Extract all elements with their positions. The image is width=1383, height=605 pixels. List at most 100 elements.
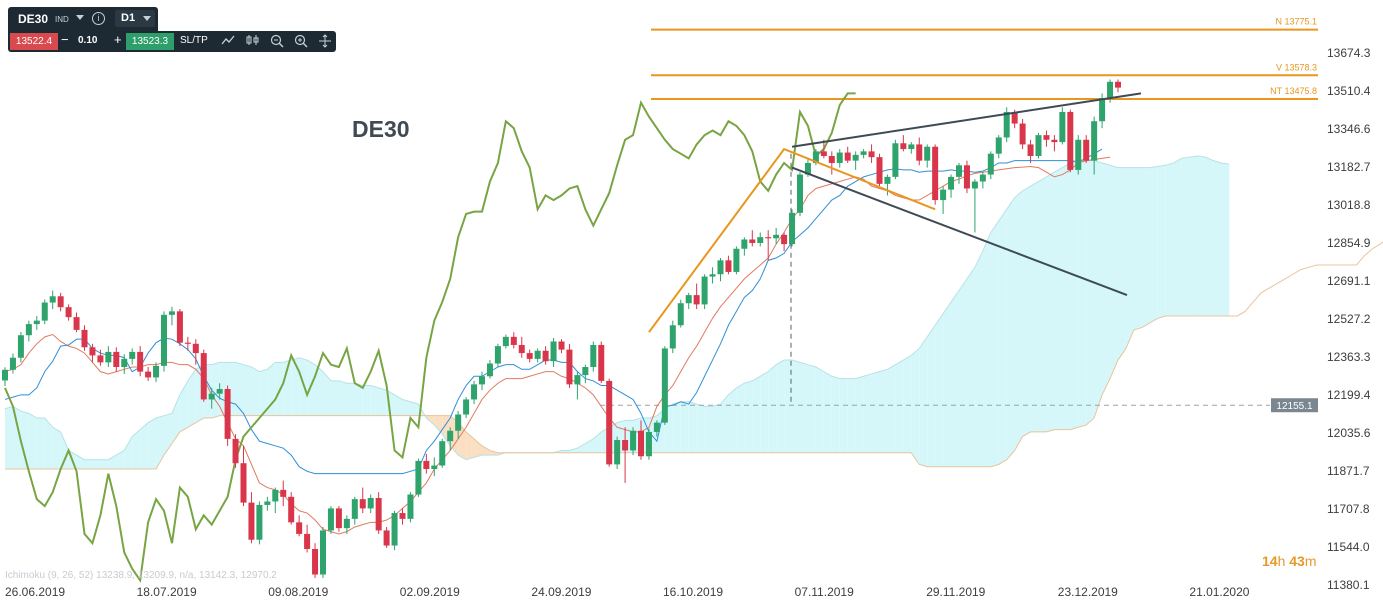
candle-body: [852, 154, 859, 161]
candle-body: [423, 460, 430, 470]
lower-trendline: [791, 166, 1128, 297]
kumo-segment: [823, 371, 832, 453]
kumo-segment: [1038, 176, 1047, 432]
candle-body: [685, 295, 692, 304]
kumo-segment: [1189, 156, 1198, 316]
kumo-segment: [744, 380, 753, 453]
kumo-segment: [847, 378, 856, 453]
indicator-legend: Ichimoku (9, 26, 52) 13238.9, 13209.9, n…: [5, 570, 277, 581]
kumo-segment: [12, 406, 21, 470]
upper-trendline: [791, 92, 1142, 148]
timeframe-value: D1: [121, 12, 136, 24]
kumo-segment: [434, 415, 443, 435]
kumo-segment: [1181, 157, 1190, 316]
zoom-in-icon[interactable]: [294, 34, 308, 51]
candle-body: [614, 440, 621, 465]
kumo-segment: [935, 313, 944, 467]
timeframe-select[interactable]: D1: [115, 10, 155, 27]
reference-price-label: 12155.1: [1276, 401, 1313, 412]
sell-button[interactable]: 13522.4: [10, 33, 58, 50]
candle-body: [129, 351, 136, 359]
wave-pattern-line: [648, 147, 936, 333]
kumo-segment: [1078, 160, 1087, 428]
kumo-segment: [44, 417, 53, 470]
x-tick-label: 23.12.2019: [1058, 585, 1118, 599]
kumo-segment: [966, 267, 975, 467]
candle-body: [455, 414, 462, 431]
crosshair-icon[interactable]: [318, 34, 332, 51]
kumo-segment: [903, 355, 912, 453]
candle-body: [1043, 135, 1050, 140]
kumo-segment: [863, 373, 872, 453]
candle-body: [240, 463, 247, 503]
candle-body: [375, 497, 382, 531]
kumo-segment: [784, 360, 793, 453]
candle-body: [2, 369, 8, 381]
candle-body: [574, 375, 581, 385]
y-tick-label: 12854.9: [1327, 236, 1371, 250]
kumo-segment: [410, 401, 419, 416]
candle-body: [383, 530, 390, 546]
price-level-label: V 13578.3: [1276, 62, 1317, 72]
kumo-segment: [959, 278, 967, 467]
symbol-name[interactable]: DE30: [18, 12, 49, 26]
kumo-segment: [895, 360, 904, 453]
candle-body: [224, 389, 231, 439]
zoom-out-icon[interactable]: [270, 34, 284, 51]
y-tick-label: 12035.6: [1327, 426, 1371, 440]
x-tick-label: 24.09.2019: [531, 585, 591, 599]
info-icon[interactable]: i: [92, 12, 105, 25]
senkou-span-b-line: [5, 241, 1383, 470]
kumo-segment: [855, 376, 864, 453]
candle-body: [288, 496, 295, 523]
volume-input[interactable]: 0.10: [78, 35, 98, 46]
candle-body: [892, 143, 899, 177]
candle-body: [65, 307, 72, 318]
y-tick-label: 11871.7: [1327, 464, 1370, 478]
symbol-dropdown-icon[interactable]: [76, 15, 84, 20]
candles-icon[interactable]: [246, 34, 260, 49]
countdown-hours: 14: [1262, 553, 1278, 569]
kumo-segment: [1149, 166, 1158, 323]
volume-decrease-button[interactable]: −: [61, 32, 69, 47]
candle-body: [256, 504, 263, 540]
buy-button[interactable]: 13523.3: [126, 33, 174, 50]
kumo-segment: [299, 357, 308, 416]
candle-body: [924, 146, 931, 161]
candle-body: [272, 489, 279, 502]
candle-body: [200, 353, 207, 400]
symbol-bar: DE30 IND i D1: [8, 7, 158, 31]
sl-tp-button[interactable]: SL/TP: [180, 35, 208, 46]
kumo-segment: [919, 336, 928, 467]
kumo-segment: [179, 380, 188, 432]
chart-title: DE30: [352, 116, 410, 142]
volume-increase-button[interactable]: +: [114, 32, 122, 47]
y-tick-label: 11707.8: [1327, 502, 1370, 516]
candle-body: [963, 165, 970, 189]
kumo-segment: [911, 348, 920, 465]
x-tick-label: 09.08.2019: [268, 585, 328, 599]
kumo-segment: [672, 401, 681, 453]
candle-body: [89, 347, 96, 356]
candle-body: [781, 234, 788, 245]
timeframe-dropdown-icon: [143, 16, 151, 21]
kumo-segment: [235, 362, 244, 416]
kumo-segment: [5, 406, 13, 470]
candle-body: [550, 341, 557, 362]
line-chart-icon[interactable]: [221, 34, 235, 49]
kumo-segment: [28, 413, 37, 470]
kumo-segment: [474, 438, 482, 458]
candle-body: [884, 176, 891, 184]
candle-body: [820, 151, 827, 157]
candle-body: [502, 336, 509, 347]
candle-body: [9, 357, 16, 370]
candle-body: [701, 276, 708, 305]
kumo-segment: [736, 383, 745, 453]
y-tick-label: 13510.4: [1327, 84, 1371, 98]
candle-body: [606, 380, 613, 465]
candle-body: [669, 325, 676, 349]
y-tick-label: 12527.2: [1327, 312, 1371, 326]
x-tick-label: 21.01.2020: [1189, 585, 1249, 599]
kumo-segment: [1110, 165, 1118, 379]
